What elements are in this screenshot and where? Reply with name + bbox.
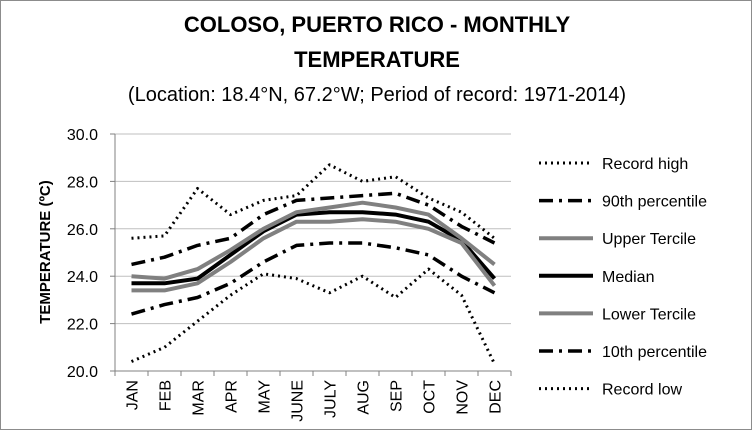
y-tick-label: 30.0 bbox=[67, 127, 98, 144]
y-tick-label: 26.0 bbox=[67, 222, 98, 239]
x-tick-label: FEB bbox=[158, 380, 175, 411]
series-line-90th-percentile bbox=[131, 191, 496, 267]
series-lines bbox=[130, 163, 497, 365]
y-tick-label: 28.0 bbox=[67, 174, 98, 191]
x-tick-labels: JAN FEB MAR APR MAY JUNE JULY AUG SEP OCT NOV DEC bbox=[125, 380, 505, 422]
chart-title-line-2: TEMPERATURE bbox=[294, 47, 460, 72]
x-tick-label: AUG bbox=[356, 380, 373, 415]
chart-title-line-1: COLOSO, PUERTO RICO - MONTHLY bbox=[184, 12, 571, 37]
series-line-lower-tercile bbox=[131, 217, 497, 293]
x-tick-label: SEP bbox=[389, 380, 406, 412]
series-line-upper-tercile bbox=[131, 200, 496, 281]
x-tick-label: NOV bbox=[455, 380, 472, 415]
legend-label-median: Median bbox=[602, 269, 654, 286]
x-tick-label: MAR bbox=[191, 380, 208, 416]
legend: Record high 90th percentile Upper Tercile M… bbox=[539, 156, 707, 399]
x-tick-label: MAY bbox=[257, 380, 274, 414]
x-tick-label: JUNE bbox=[290, 380, 307, 422]
series-line-10th-percentile bbox=[131, 241, 496, 316]
chart-subtitle: (Location: 18.4°N, 67.2°W; Period of rec… bbox=[128, 84, 626, 106]
gridlines bbox=[115, 133, 511, 325]
series-line-median bbox=[131, 210, 497, 286]
series-line-record-low bbox=[130, 267, 496, 365]
legend-label-10th-percentile: 10th percentile bbox=[602, 344, 707, 361]
y-axis-label: TEMPERATURE (ºC) bbox=[37, 180, 54, 324]
legend-label-lower-tercile: Lower Tercile bbox=[602, 306, 696, 323]
axes bbox=[110, 133, 512, 376]
legend-label-upper-tercile: Upper Tercile bbox=[602, 231, 696, 248]
legend-label-90th-percentile: 90th percentile bbox=[602, 194, 707, 211]
x-tick-label: JULY bbox=[323, 380, 340, 418]
x-tick-label: APR bbox=[224, 380, 241, 413]
legend-label-record-low: Record low bbox=[602, 382, 682, 399]
y-tick-labels: 20.0 22.0 24.0 26.0 28.0 30.0 bbox=[67, 127, 98, 381]
x-tick-label: JAN bbox=[125, 380, 142, 410]
y-tick-label: 24.0 bbox=[67, 269, 98, 286]
y-tick-label: 22.0 bbox=[67, 317, 98, 334]
x-tick-label: OCT bbox=[422, 380, 439, 414]
y-tick-label: 20.0 bbox=[67, 364, 98, 381]
legend-label-record-high: Record high bbox=[602, 156, 688, 173]
x-tick-label: DEC bbox=[488, 380, 505, 414]
